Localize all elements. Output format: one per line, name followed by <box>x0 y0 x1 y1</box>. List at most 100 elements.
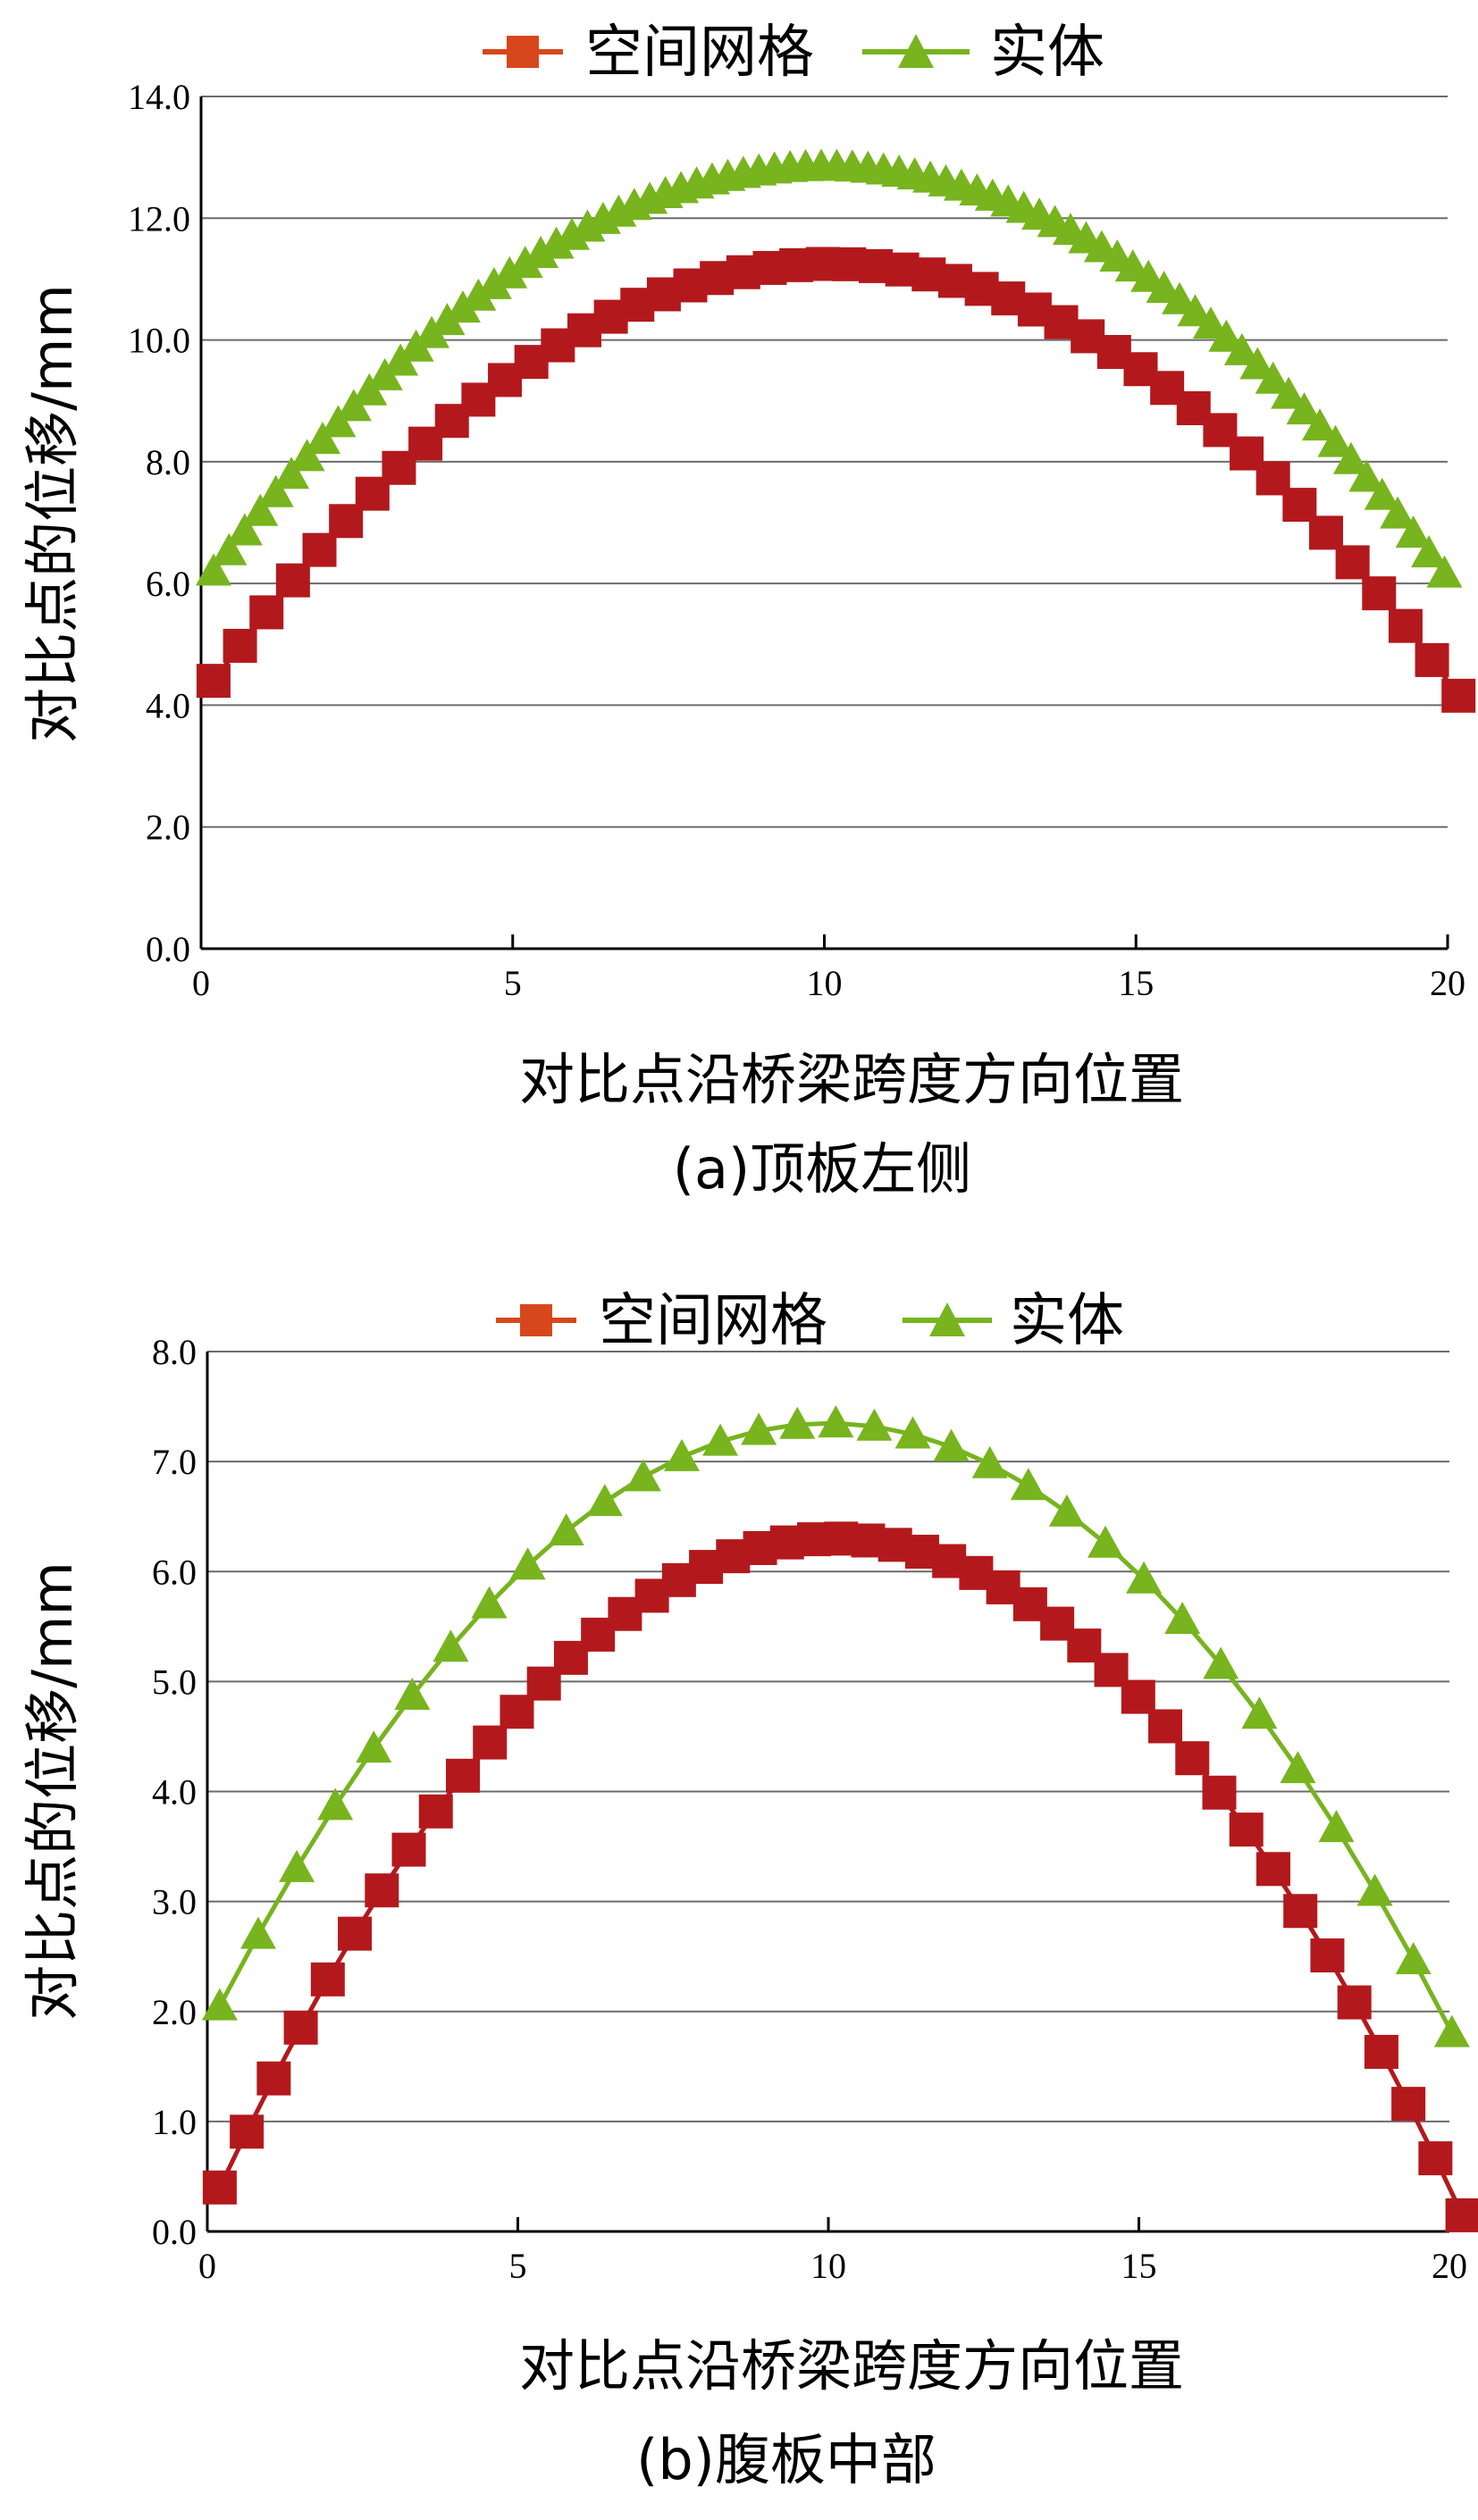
triangle-marker <box>1177 294 1213 327</box>
triangle-marker <box>1433 2014 1470 2047</box>
triangle-marker <box>1010 1468 1046 1501</box>
triangle-marker <box>257 474 294 507</box>
triangle-marker <box>1286 392 1323 425</box>
y-tick-label: 6.0 <box>152 1552 197 1592</box>
triangle-marker <box>356 1730 392 1763</box>
y-tick-label: 3.0 <box>152 1882 197 1922</box>
y-tick-label: 0.0 <box>152 2212 197 2252</box>
square-marker <box>473 1725 508 1760</box>
square-marker <box>1121 1679 1155 1714</box>
triangle-marker <box>1223 332 1260 365</box>
y-tick-label: 6.0 <box>146 564 190 604</box>
triangle-marker <box>1087 1525 1123 1558</box>
triangle-marker <box>1241 1696 1278 1729</box>
triangle-marker <box>1332 441 1369 474</box>
y-tick-label: 2.0 <box>152 1992 197 2032</box>
triangle-marker <box>394 1678 431 1711</box>
x-tick-label: 10 <box>807 963 843 1003</box>
triangle-marker <box>1164 1602 1201 1635</box>
square-marker <box>1441 678 1476 713</box>
triangle-marker <box>1203 1646 1239 1679</box>
triangle-marker <box>289 439 325 472</box>
square-marker <box>196 664 231 699</box>
triangle-marker <box>663 1438 700 1471</box>
caption-b: (b)腹板中部 <box>636 2427 936 2492</box>
triangle-marker <box>971 1445 1008 1478</box>
square-marker <box>249 595 284 630</box>
series-grid-a <box>196 247 1476 713</box>
triangle-marker <box>320 405 357 438</box>
square-marker <box>1388 608 1423 643</box>
triangle-marker <box>273 456 310 490</box>
y-tick-label: 7.0 <box>152 1442 197 1482</box>
x-tick-label: 10 <box>810 2246 846 2286</box>
square-marker <box>230 2114 265 2149</box>
square-marker <box>1229 1813 1264 1847</box>
triangle-marker <box>894 1416 931 1449</box>
triangle-marker <box>933 1428 970 1461</box>
x-tick-label: 15 <box>1118 963 1154 1003</box>
square-marker <box>391 1832 426 1867</box>
legend-label-grid: 空间网格 <box>585 20 814 86</box>
triangle-marker <box>242 493 279 526</box>
triangle-marker <box>625 1459 661 1492</box>
triangle-marker <box>779 1406 816 1439</box>
triangle-marker <box>1317 424 1354 457</box>
x-tick-label: 15 <box>1121 2246 1157 2286</box>
series-solid-b <box>201 1405 1470 2047</box>
y-tick-label: 8.0 <box>152 1332 197 1372</box>
y-tick-label: 0.0 <box>146 929 190 969</box>
triangle-marker <box>1280 1751 1316 1784</box>
legend-b: 空间网格 实体 <box>496 1288 1124 1354</box>
square-marker <box>283 2010 318 2045</box>
caption-a: (a)顶板左侧 <box>673 1136 971 1201</box>
square-marker <box>1391 2087 1426 2122</box>
legend-label-grid: 空间网格 <box>599 1288 827 1354</box>
square-marker <box>275 563 310 598</box>
x-axis-title-b: 对比点沿桥梁跨度方向位置 <box>519 2333 1184 2399</box>
square-marker <box>1445 2198 1478 2232</box>
y-axis-title-b: 对比点的位移/mm <box>20 1561 85 2021</box>
square-marker <box>1337 1985 1372 2020</box>
y-tick-label: 1.0 <box>152 2102 197 2142</box>
triangle-marker <box>460 278 497 311</box>
triangle-marker <box>1208 319 1245 352</box>
triangle-marker <box>305 422 341 455</box>
chart-panel-b: 空间网格 实体 0.0 1.0 2.0 3.0 4.0 5.0 6.0 7.0 8.0 0 5 10… <box>20 1288 1478 2492</box>
series-solid-a <box>195 148 1463 588</box>
triangle-marker <box>1126 1561 1163 1594</box>
triangle-marker <box>432 1629 469 1662</box>
square-marker <box>1283 1894 1318 1929</box>
triangle-marker <box>491 255 528 289</box>
triangle-marker <box>1192 306 1229 339</box>
x-tick-label: 20 <box>1430 963 1465 1003</box>
series-grid-b <box>202 1521 1478 2232</box>
triangle-marker <box>475 266 512 299</box>
triangle-marker <box>1239 347 1276 380</box>
triangle-marker <box>471 1586 508 1619</box>
x-tick-label: 0 <box>198 2246 216 2286</box>
legend-item-solid: 实体 <box>862 20 1104 86</box>
y-tick-label: 4.0 <box>152 1772 197 1813</box>
gridlines-b <box>207 1351 1449 2122</box>
square-marker <box>1255 1852 1290 1887</box>
triangle-marker <box>1271 376 1307 409</box>
triangle-marker <box>1255 361 1291 394</box>
y-tick-label: 5.0 <box>152 1662 197 1702</box>
square-marker <box>1418 2141 1453 2176</box>
triangle-marker <box>1364 477 1400 510</box>
triangle-marker <box>1395 515 1432 548</box>
legend-square-icon <box>520 1304 552 1336</box>
y-ticks-b: 0.0 1.0 2.0 3.0 4.0 5.0 6.0 7.0 8.0 <box>152 1332 197 2252</box>
square-marker <box>1308 515 1343 550</box>
square-marker <box>202 2170 237 2205</box>
triangle-marker <box>279 1849 315 1882</box>
triangle-marker <box>507 246 543 279</box>
square-marker <box>1148 1709 1183 1744</box>
legend-item-solid: 实体 <box>903 1288 1124 1354</box>
triangle-marker <box>1411 535 1448 568</box>
triangle-marker <box>818 1405 854 1438</box>
legend-triangle-icon <box>898 34 934 68</box>
triangle-marker <box>195 553 231 586</box>
